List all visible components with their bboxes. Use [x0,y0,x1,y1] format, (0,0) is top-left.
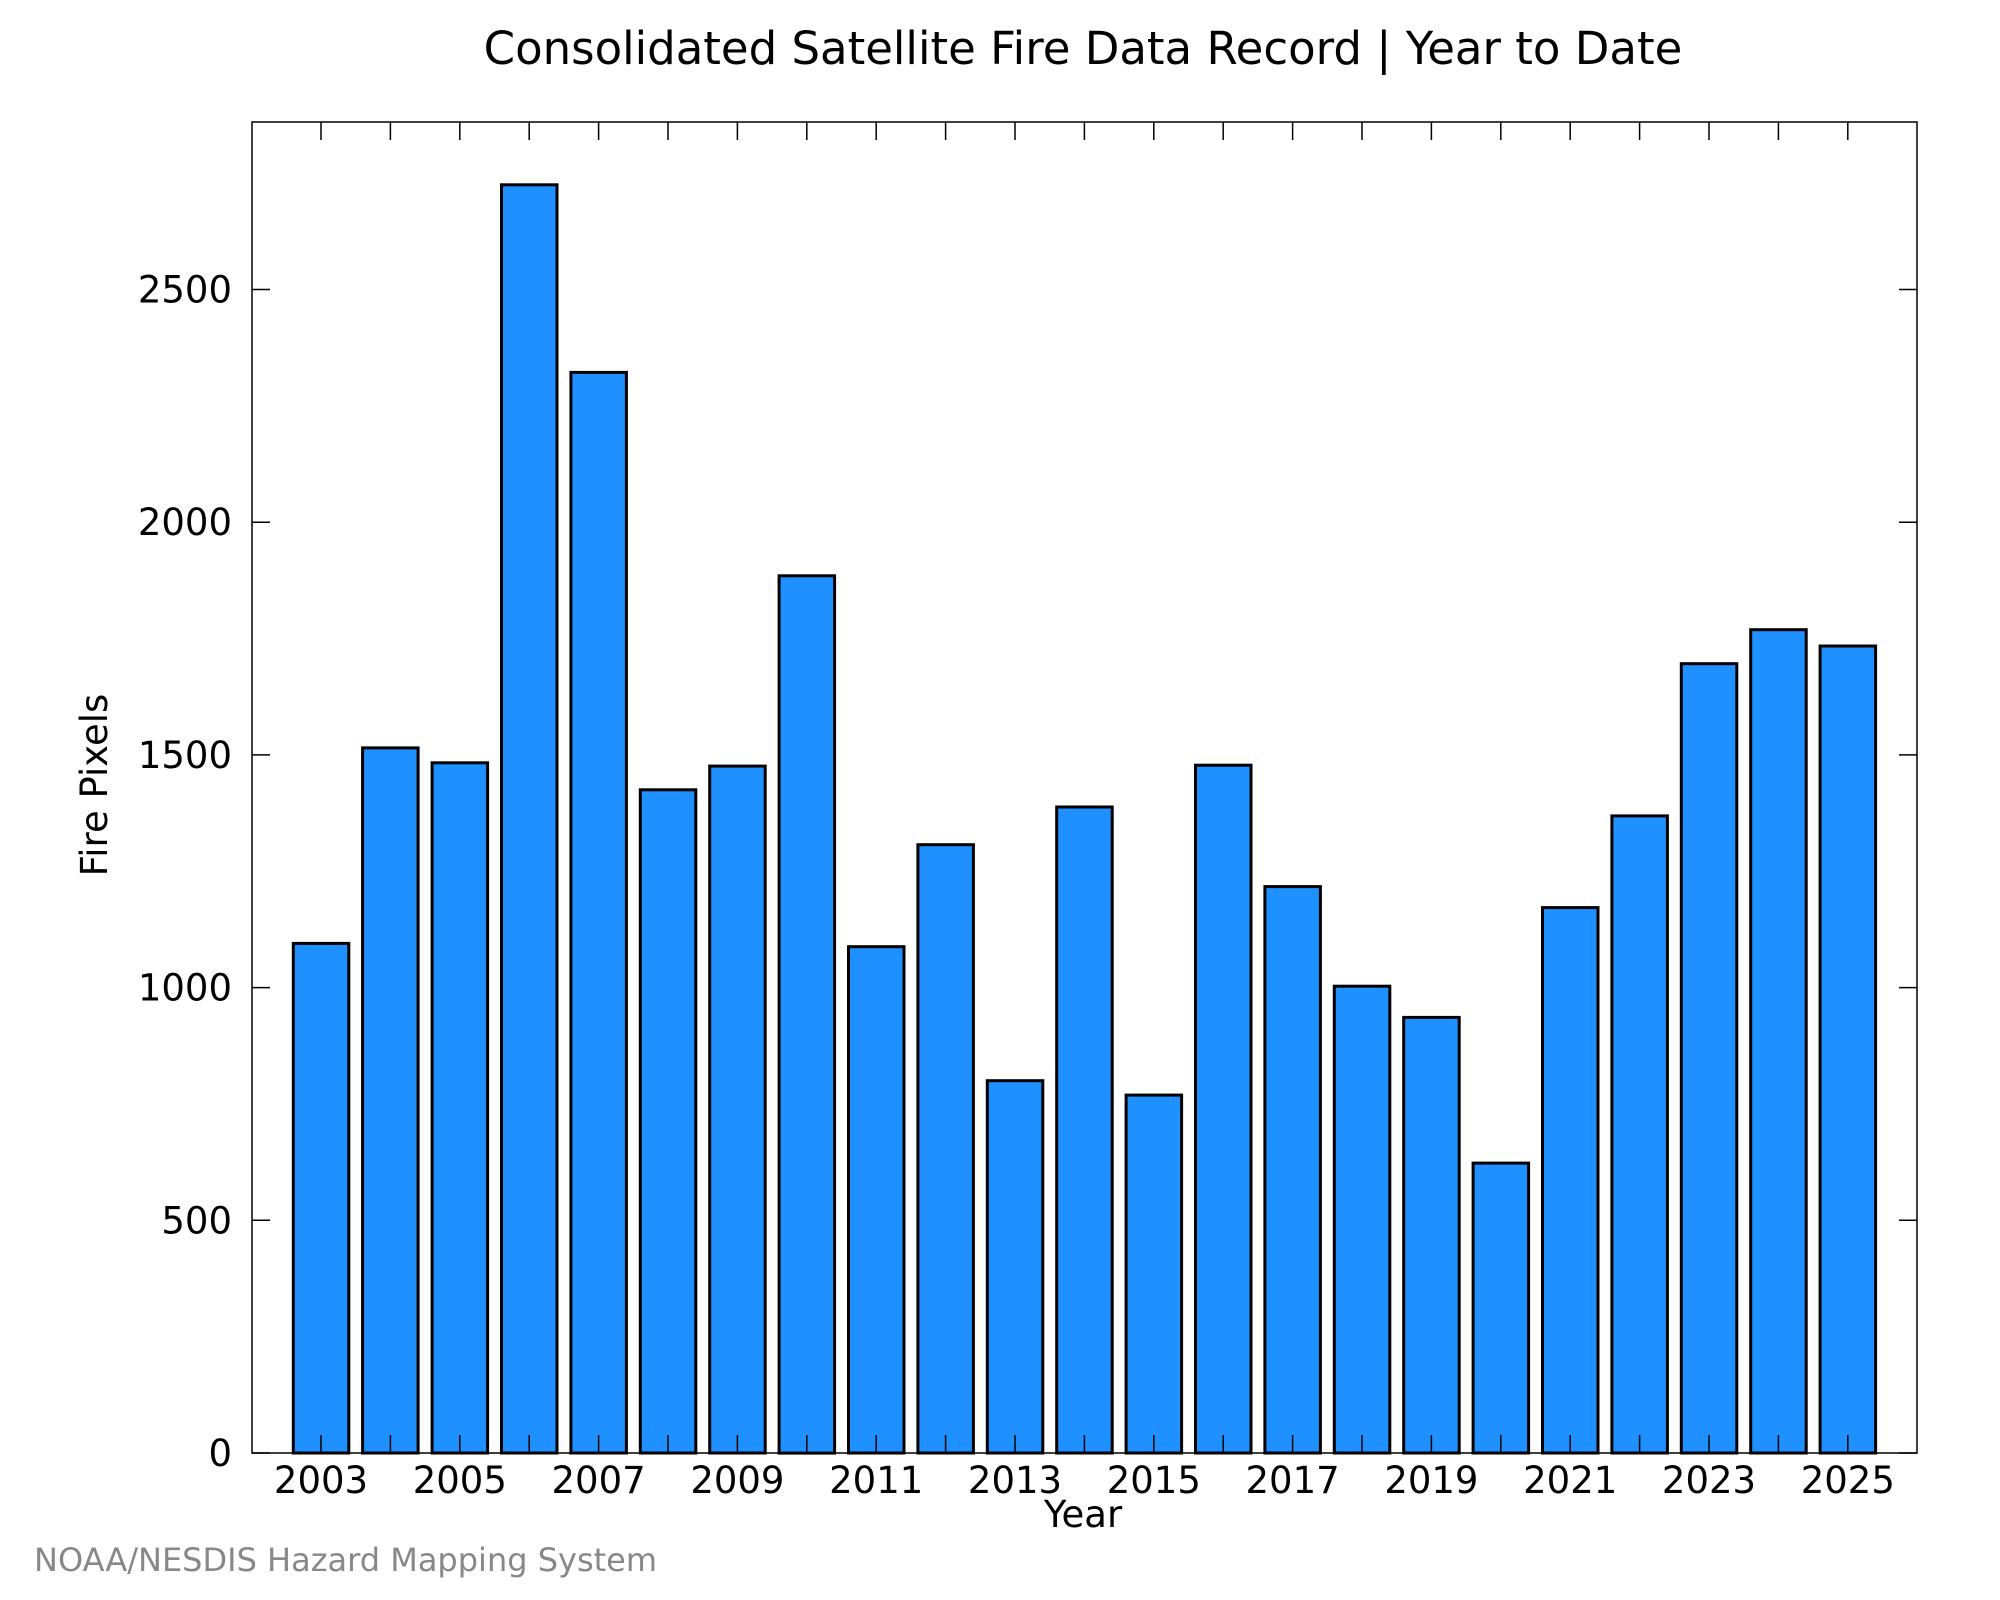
bar-2011 [847,945,906,1455]
bar-2014 [1055,805,1114,1455]
x-tick-label-2023: 2023 [1662,1459,1756,1502]
x-tick-label-2009: 2009 [690,1459,784,1502]
bar-2004 [361,746,420,1455]
bar-2003 [291,941,351,1455]
y-tick-label-2500: 2500 [138,269,232,312]
bar-2021 [1541,906,1600,1455]
x-tick-label-2011: 2011 [829,1459,923,1502]
x-tick-label-2007: 2007 [552,1459,646,1502]
x-tick-label-2017: 2017 [1246,1459,1340,1502]
bar-2008 [638,788,698,1455]
chart-title: Consolidated Satellite Fire Data Record … [484,22,1683,75]
bar-2023 [1679,662,1739,1455]
credit-text: NOAA/NESDIS Hazard Mapping System [34,1541,657,1579]
bar-2020 [1471,1161,1531,1455]
x-tick-label-2003: 2003 [274,1459,368,1502]
bar-2024 [1749,628,1808,1455]
bar-2007 [569,370,628,1455]
bar-2006 [500,183,559,1455]
x-tick-label-2025: 2025 [1801,1459,1895,1502]
x-tick-label-2015: 2015 [1107,1459,1201,1502]
x-axis-label: Year [1043,1493,1123,1536]
x-tick-label-2021: 2021 [1523,1459,1617,1502]
x-tick-label-2005: 2005 [413,1459,507,1502]
bar-2010 [777,574,837,1455]
bars-group [291,183,1878,1455]
bar-2017 [1263,885,1322,1455]
bar-2009 [708,764,767,1455]
y-tick-label-500: 500 [161,1199,232,1242]
bar-2012 [916,843,975,1455]
y-tick-label-1500: 1500 [138,734,232,777]
plot-frame [251,121,1918,1454]
y-axis-label: Fire Pixels [73,694,116,877]
bar-2019 [1402,1015,1461,1455]
tick-labels: 2003 2005 2007 2009 2011 2013 2015 2017 2019 2021… [138,269,1895,1503]
bar-2016 [1194,763,1253,1455]
x-tick-label-2013: 2013 [968,1459,1062,1502]
bar-2013 [985,1079,1045,1455]
x-tick-label-2019: 2019 [1384,1459,1478,1502]
y-tick-label-2000: 2000 [138,501,232,544]
bar-2015 [1124,1093,1184,1455]
y-tick-label-0: 0 [208,1432,232,1475]
bar-2025 [1818,644,1878,1455]
bar-2022 [1610,814,1669,1455]
y-tick-label-1000: 1000 [138,967,232,1010]
bar-2005 [430,761,490,1455]
bar-2018 [1332,984,1392,1455]
